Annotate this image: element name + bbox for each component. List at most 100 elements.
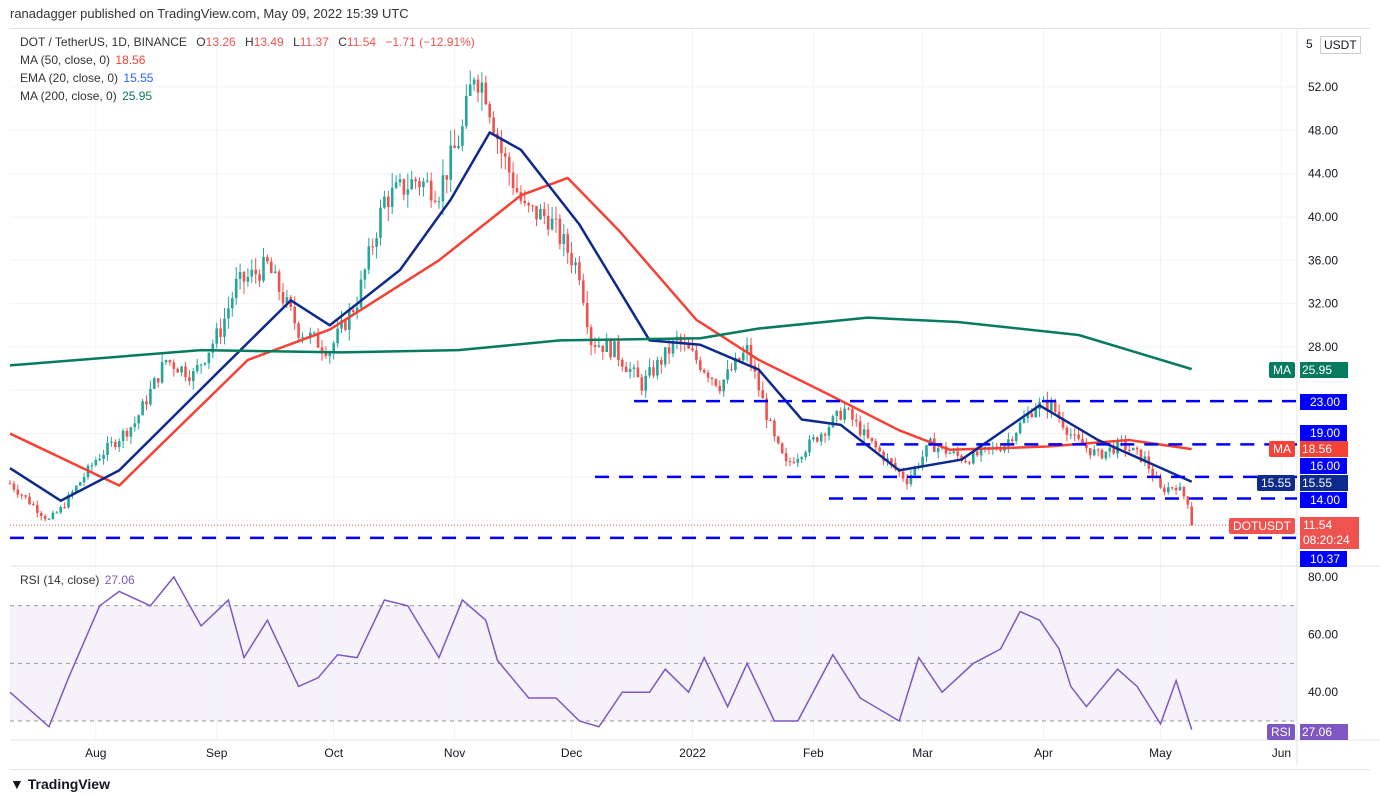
candle-body <box>254 269 257 275</box>
ema-price-label: 15.55 <box>1300 475 1348 491</box>
candle-body <box>82 477 86 483</box>
candle-body <box>964 460 967 463</box>
ma200-legend[interactable]: MA (200, close, 0) 25.95 <box>18 89 152 103</box>
ma200-price-label: 25.95 <box>1300 362 1348 378</box>
candle-body <box>1007 439 1010 447</box>
candle-body <box>792 461 796 463</box>
candle-body <box>757 371 761 391</box>
time-tick-label: Dec <box>561 746 582 760</box>
rsi-legend[interactable]: RSI (14, close) 27.06 <box>18 573 135 587</box>
candle-body <box>1061 417 1065 428</box>
candle-body <box>812 437 815 440</box>
candle-body <box>149 388 152 405</box>
candle-body <box>975 451 979 456</box>
candle-body <box>1018 422 1022 434</box>
candle-body <box>671 340 675 354</box>
candle-body <box>16 489 20 495</box>
ma200-value: 25.95 <box>122 89 153 103</box>
ema-tag: 15.55 <box>1256 475 1295 491</box>
candle-body <box>98 458 101 461</box>
candle-body <box>578 262 581 281</box>
candle-body <box>648 367 651 376</box>
ema20-legend[interactable]: EMA (20, close, 0) 15.55 <box>18 71 153 85</box>
candle-body <box>644 375 647 391</box>
candle-body <box>1014 433 1018 442</box>
candle-body <box>1034 408 1037 418</box>
candle-body <box>281 292 285 304</box>
candle-body <box>1081 438 1084 445</box>
candle-body <box>301 336 304 338</box>
candle-body <box>324 351 328 357</box>
open-value: 13.26 <box>205 35 236 49</box>
price-tick-label: 5 <box>1306 37 1313 51</box>
bar-countdown: 08:20:24 <box>1303 533 1350 547</box>
time-tick-label: Mar <box>912 746 933 760</box>
candle-body <box>141 401 144 416</box>
candle-body <box>710 377 714 380</box>
candle-body <box>309 332 312 338</box>
candle-body <box>110 441 113 443</box>
candle-body <box>63 507 66 509</box>
candle-body <box>207 352 211 363</box>
candle-body <box>835 410 839 417</box>
candle-body <box>1128 449 1131 451</box>
candle-body <box>972 451 975 464</box>
candle-body <box>1186 496 1190 505</box>
candle-body <box>804 452 807 458</box>
candle-body <box>1011 439 1014 442</box>
candle-body <box>831 416 835 428</box>
candle-body <box>223 318 226 337</box>
candle-body <box>866 429 870 438</box>
candle-body <box>663 347 667 365</box>
candle-body <box>566 234 569 253</box>
candle-body <box>640 377 644 391</box>
level-label-bg <box>1300 551 1347 567</box>
candle-body <box>558 218 562 244</box>
candle-body <box>905 478 909 485</box>
candle-body <box>523 200 527 204</box>
candle-body <box>726 369 729 380</box>
candle-body <box>121 430 125 442</box>
symbol-title[interactable]: DOT / TetherUS, 1D, BINANCE <box>20 35 187 49</box>
ma50-legend[interactable]: MA (50, close, 0) 18.56 <box>18 53 145 67</box>
candle-body <box>601 345 605 352</box>
candle-body <box>1026 413 1030 419</box>
candle-body <box>1022 418 1026 423</box>
candle-body <box>414 179 417 182</box>
candle-body <box>589 327 593 346</box>
candle-body <box>32 504 35 506</box>
candle-body <box>504 153 507 157</box>
candle-body <box>340 320 343 329</box>
candle-body <box>773 420 776 437</box>
candle-body <box>12 483 16 490</box>
candle-body <box>28 496 31 505</box>
candle-body <box>816 437 819 442</box>
candle-body <box>784 453 788 462</box>
ema20-value: 15.55 <box>123 71 154 85</box>
candle-body <box>238 271 242 279</box>
rsi-tick-label: 80.00 <box>1308 570 1338 584</box>
candle-body <box>968 462 971 464</box>
candle-body <box>605 340 608 352</box>
candle-body <box>1135 447 1139 450</box>
time-tick-label: May <box>1149 746 1172 760</box>
tradingview-logo[interactable]: ▼ TradingView <box>10 776 110 792</box>
candle-body <box>722 379 725 392</box>
candle-body <box>348 310 351 330</box>
candle-body <box>921 456 924 466</box>
candle-body <box>765 398 768 421</box>
price-tick-label: 40.00 <box>1308 210 1338 224</box>
candle-body <box>632 367 636 369</box>
candle-body <box>882 451 885 461</box>
currency-button[interactable]: USDT <box>1320 36 1361 54</box>
candle-body <box>730 369 733 371</box>
level-label: 14.00 <box>1310 493 1340 507</box>
candle-body <box>168 360 172 363</box>
candle-body <box>936 448 940 453</box>
candle-body <box>1050 400 1053 412</box>
candle-body <box>371 246 374 248</box>
candle-body <box>796 458 800 463</box>
candle-body <box>394 182 398 188</box>
open-label: O <box>196 35 206 49</box>
